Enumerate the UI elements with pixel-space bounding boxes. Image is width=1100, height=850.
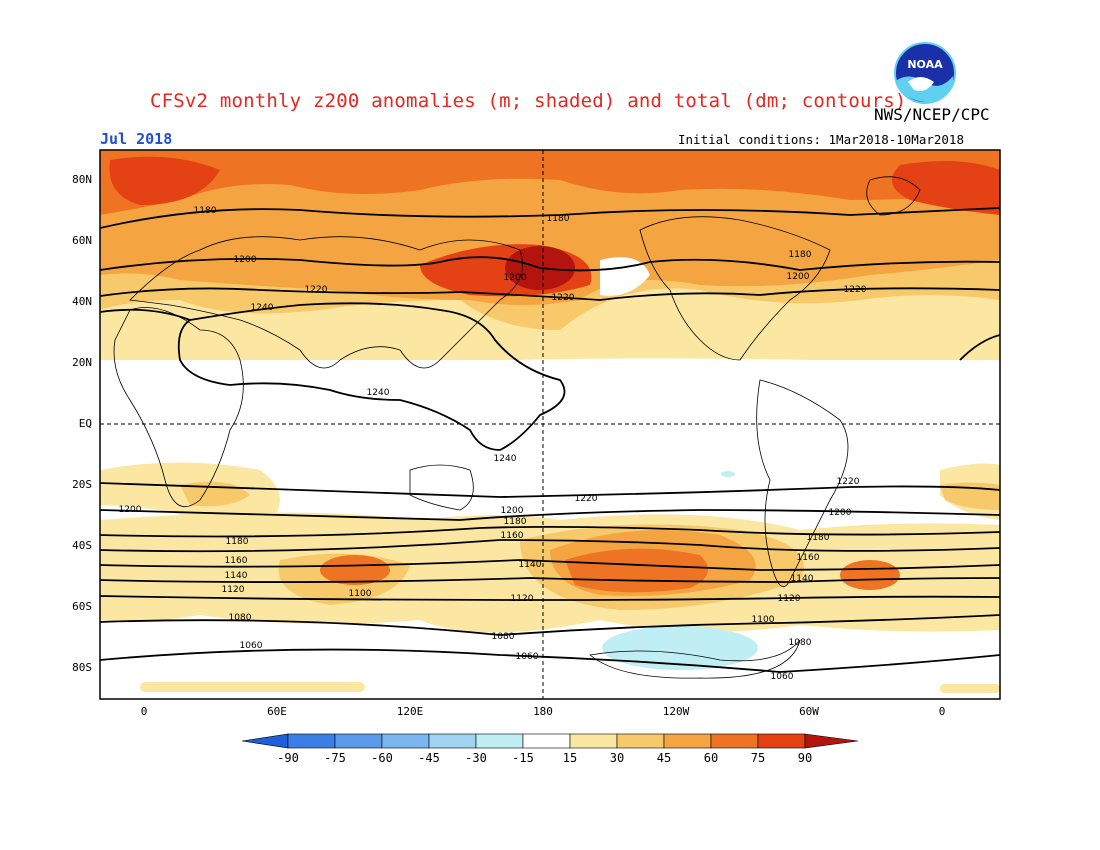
lon-label: 0: [938, 705, 946, 718]
colorbar: [241, 733, 859, 749]
forecast-month: Jul 2018: [100, 130, 173, 148]
logo-text: NOAA: [907, 58, 943, 71]
lon-label: 0: [140, 705, 148, 718]
contour-label: 1200: [119, 505, 142, 515]
contour-label: 1080: [229, 613, 252, 623]
contour-label: 1060: [771, 672, 794, 682]
contour-label: 1180: [504, 517, 527, 527]
contour-label: 1220: [837, 477, 860, 487]
contour-label: 1100: [349, 589, 372, 599]
contour-labels-south: 1220 1220 1200 1200 1200 1180 1180 1180 …: [119, 477, 860, 682]
contour-label: 1140: [519, 560, 542, 570]
contour-label: 1200: [829, 508, 852, 518]
contour-label: 1220: [575, 494, 598, 504]
contour-label: 1200: [787, 272, 810, 282]
contour-label: 1140: [791, 574, 814, 584]
contour-label: 1160: [225, 556, 248, 566]
map-title: CFSv2 monthly z200 anomalies (m; shaded)…: [150, 90, 907, 112]
contour-label: 1160: [797, 553, 820, 563]
colorbar-label: 45: [656, 751, 672, 765]
contour-label: 1180: [194, 206, 217, 216]
map-frame: [99, 149, 1001, 700]
contour-label: 1180: [807, 533, 830, 543]
contour-label: 1220: [844, 285, 867, 295]
contour-label: 1220: [305, 285, 328, 295]
contour-label: 1220: [552, 293, 575, 303]
agency-label: NWS/NCEP/CPC: [874, 105, 990, 124]
contour-label: 1200: [234, 255, 257, 265]
contour-labels-north: 1180 1180 1180 1200 1200 1200 1220 1220 …: [194, 206, 867, 464]
lon-label: 60W: [799, 705, 819, 718]
noaa-logo-icon: NOAA: [894, 42, 956, 104]
colorbar-label: -75: [324, 751, 346, 765]
colorbar-label: 15: [562, 751, 578, 765]
colorbar-left-arrow: [241, 733, 289, 749]
map-area: [99, 149, 1001, 700]
height-contours: [100, 207, 1000, 673]
contour-label: 1200: [501, 506, 524, 516]
contour-label: 1180: [226, 537, 249, 547]
contour-label: 1240: [494, 454, 517, 464]
lat-label: 40S: [72, 539, 92, 552]
contour-label: 1180: [789, 250, 812, 260]
contour-label: 1200: [504, 273, 527, 283]
lon-label: 180: [533, 705, 553, 718]
lat-label: 40N: [72, 295, 92, 308]
contour-label: 1180: [547, 214, 570, 224]
lat-label: 60N: [72, 234, 92, 247]
colorbar-label: 30: [609, 751, 625, 765]
contour-label: 1160: [501, 531, 524, 541]
contour-label: 1100: [752, 615, 775, 625]
colorbar-label: -15: [512, 751, 534, 765]
lon-label: 120E: [396, 705, 424, 718]
coastlines: [113, 176, 921, 679]
lat-label: 60S: [72, 600, 92, 613]
colorbar-label: 60: [703, 751, 719, 765]
contour-label: 1120: [222, 585, 245, 595]
lat-label: 20N: [72, 356, 92, 369]
contour-label: 1120: [778, 594, 801, 604]
lon-label: 60E: [267, 705, 287, 718]
lat-label: EQ: [78, 417, 92, 430]
contour-label: 1080: [789, 638, 812, 648]
colorbar-right-arrow: [804, 733, 859, 749]
colorbar-label: -60: [371, 751, 393, 765]
colorbar-label: -30: [465, 751, 487, 765]
lat-label: 20S: [72, 478, 92, 491]
initial-conditions: Initial conditions: 1Mar2018-10Mar2018: [678, 132, 964, 147]
contour-label: 1060: [516, 652, 539, 662]
contour-label: 1140: [225, 571, 248, 581]
colorbar-label: -90: [277, 751, 299, 765]
contour-label: 1080: [492, 632, 515, 642]
lat-label: 80S: [72, 661, 92, 674]
colorbar-label: -45: [418, 751, 440, 765]
contour-label: 1240: [251, 303, 274, 313]
anomaly-shading: [100, 150, 1000, 693]
contour-label: 1060: [240, 641, 263, 651]
lon-label: 120W: [662, 705, 690, 718]
colorbar-label: 75: [750, 751, 766, 765]
colorbar-label: 90: [797, 751, 813, 765]
contour-label: 1120: [511, 594, 534, 604]
contour-label: 1240: [367, 388, 390, 398]
lat-label: 80N: [72, 173, 92, 186]
